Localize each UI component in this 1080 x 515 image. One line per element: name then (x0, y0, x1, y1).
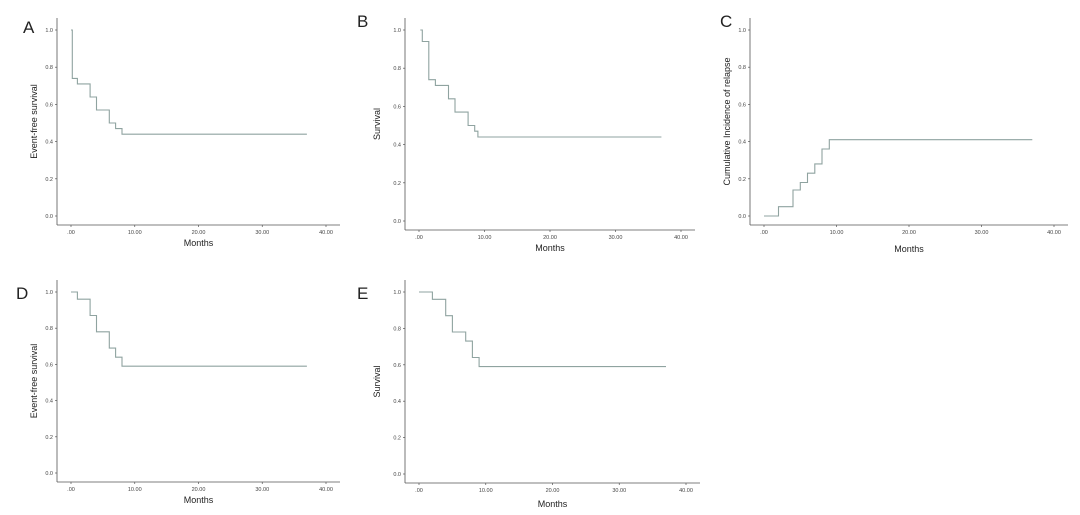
y-tick-label-e: 0.4 (393, 399, 401, 405)
panel-e: E 0.0 0.2 0.4 0.6 0.8 1.0 .00 10.00 20.00 30.00 40.… (357, 280, 700, 509)
panel-letter-c: C (720, 12, 732, 31)
x-tick-label-c: .00 (760, 230, 768, 236)
x-tick-label-c: 20.00 (902, 230, 916, 236)
panel-d: D 0.0 0.2 0.4 0.6 0.8 1.0 .00 10.00 20.00 30.00 40.… (16, 280, 340, 505)
y-tick-label-e: 0.6 (393, 363, 401, 369)
y-tick-label-d: 0.8 (45, 326, 53, 332)
km-curve-a (71, 29, 307, 135)
x-tick-label-d: 20.00 (192, 487, 206, 493)
y-axis-label-e: Survival (372, 365, 382, 397)
y-tick-label-d: 0.6 (45, 362, 53, 368)
x-tick-label-b: 10.00 (478, 235, 492, 241)
y-tick-label-e: 0.2 (393, 436, 401, 442)
x-tick-label-b: 20.00 (543, 235, 557, 241)
y-tick-label-b: 1.0 (393, 28, 401, 34)
y-tick-label-a: 0.4 (45, 140, 53, 146)
panel-letter-b: B (357, 12, 368, 31)
y-tick-label-e: 0.0 (393, 472, 401, 478)
x-tick-label-a: 40.00 (319, 230, 333, 236)
y-tick-label-e: 1.0 (393, 290, 401, 296)
x-tick-label-e: 40.00 (679, 488, 693, 494)
panel-letter-d: D (16, 284, 28, 303)
panel-a: A 0.0 0.2 0.4 0.6 0.8 1.0 .00 10.00 20.00 30.00 40.… (23, 18, 340, 248)
y-tick-label-c: 0.2 (738, 177, 746, 183)
y-tick-label-d: 0.4 (45, 399, 53, 405)
panel-letter-e: E (357, 284, 368, 303)
y-tick-label-d: 0.0 (45, 471, 53, 477)
y-tick-label-b: 0.4 (393, 143, 401, 149)
x-tick-label-e: 20.00 (546, 488, 560, 494)
x-tick-label-a: 30.00 (255, 230, 269, 236)
x-tick-label-d: 10.00 (128, 487, 142, 493)
x-axis-label-b: Months (535, 243, 565, 253)
x-tick-label-d: .00 (67, 487, 75, 493)
y-tick-label-a: 0.2 (45, 177, 53, 183)
y-tick-label-c: 0.6 (738, 102, 746, 108)
y-tick-label-c: 0.8 (738, 65, 746, 71)
x-tick-label-a: 20.00 (192, 230, 206, 236)
x-tick-label-e: 30.00 (612, 488, 626, 494)
x-tick-label-e: 10.00 (479, 488, 493, 494)
y-tick-label-b: 0.2 (393, 181, 401, 187)
y-tick-label-a: 0.6 (45, 102, 53, 108)
x-tick-label-b: .00 (415, 235, 423, 241)
x-tick-label-a: .00 (67, 230, 75, 236)
x-axis-label-c: Months (894, 244, 924, 254)
km-curve-c (764, 139, 1033, 217)
y-tick-label-a: 0.0 (45, 214, 53, 220)
x-axis-label-d: Months (184, 495, 214, 505)
y-tick-label-e: 0.8 (393, 326, 401, 332)
x-tick-label-d: 40.00 (319, 487, 333, 493)
y-axis-label-a: Event-free survival (29, 84, 39, 159)
x-tick-label-b: 40.00 (674, 235, 688, 241)
y-axis-label-c: Cumulative Incidence of relapse (722, 57, 732, 185)
y-tick-label-c: 0.0 (738, 214, 746, 220)
y-tick-label-b: 0.8 (393, 66, 401, 72)
y-axis-label-b: Survival (372, 108, 382, 140)
y-tick-label-a: 1.0 (45, 28, 53, 34)
y-tick-label-c: 1.0 (738, 28, 746, 34)
x-tick-label-d: 30.00 (255, 487, 269, 493)
y-tick-label-b: 0.0 (393, 219, 401, 225)
km-curve-e (419, 291, 666, 368)
panel-letter-a: A (23, 18, 35, 37)
km-curve-d (71, 291, 307, 367)
x-tick-label-e: .00 (415, 488, 423, 494)
x-tick-label-c: 10.00 (830, 230, 844, 236)
x-axis-label-a: Months (184, 238, 214, 248)
x-tick-label-c: 30.00 (975, 230, 989, 236)
y-tick-label-b: 0.6 (393, 104, 401, 110)
km-curve-b (420, 29, 662, 138)
y-axis-label-d: Event-free survival (29, 344, 39, 419)
panel-b: B 0.0 0.2 0.4 0.6 0.8 1.0 .00 10.00 20.00 30.00 40.… (357, 12, 695, 253)
x-tick-label-c: 40.00 (1047, 230, 1061, 236)
x-tick-label-b: 30.00 (609, 235, 623, 241)
panel-c: C 0.0 0.2 0.4 0.6 0.8 1.0 .00 10.00 20.00 30.00 40.… (720, 12, 1068, 254)
y-tick-label-c: 0.4 (738, 140, 746, 146)
y-tick-label-d: 1.0 (45, 290, 53, 296)
x-axis-label-e: Months (538, 499, 568, 509)
y-tick-label-d: 0.2 (45, 435, 53, 441)
y-tick-label-a: 0.8 (45, 65, 53, 71)
x-tick-label-a: 10.00 (128, 230, 142, 236)
